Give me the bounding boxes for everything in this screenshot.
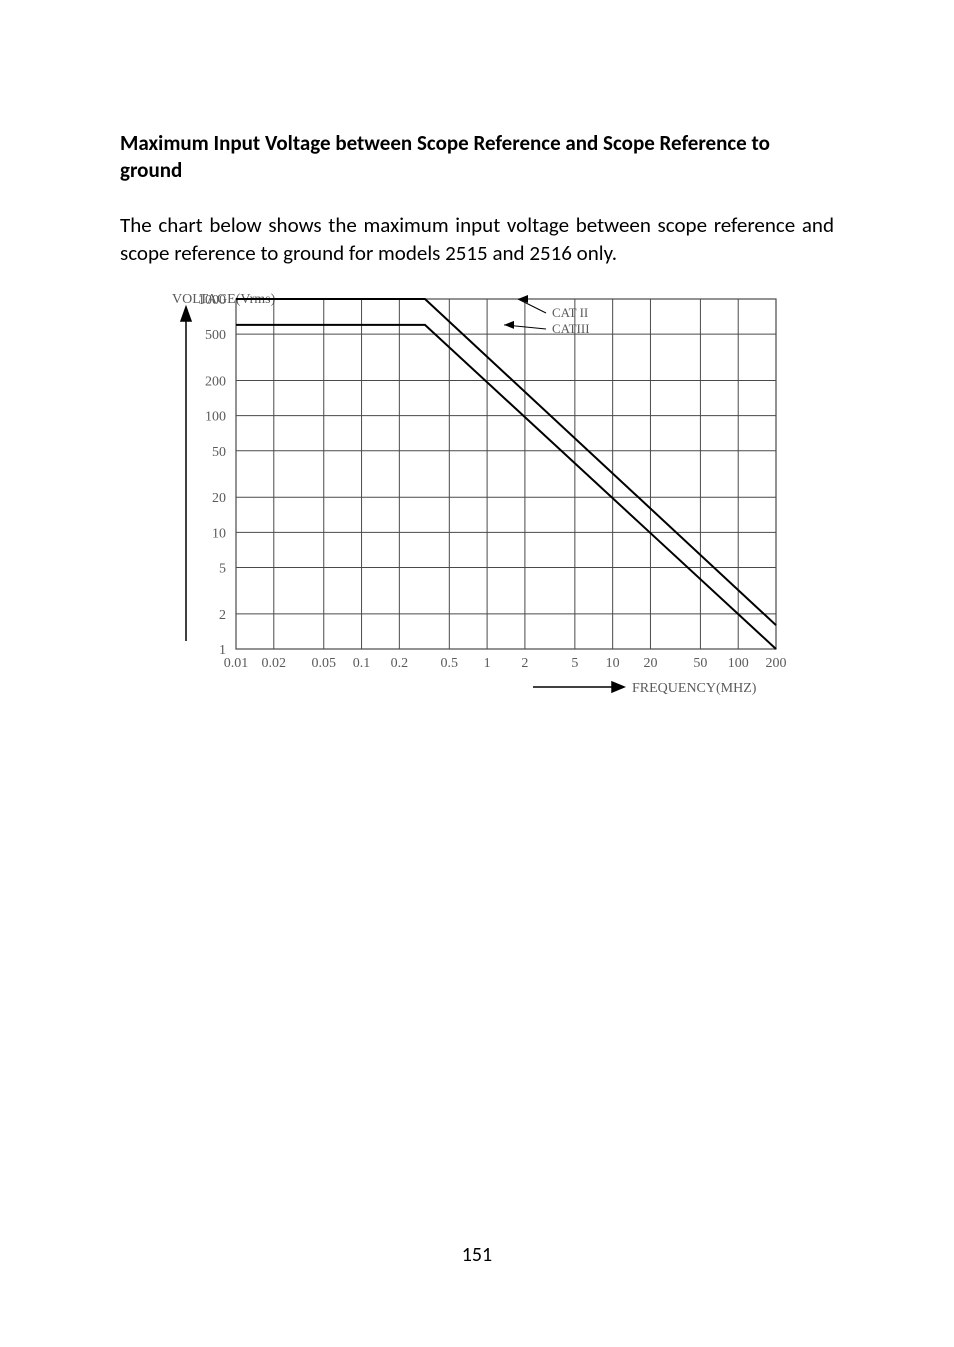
- y-tick-label: 500: [205, 328, 226, 343]
- x-tick-label: 10: [606, 656, 620, 671]
- y-tick-label: 100: [205, 410, 226, 425]
- x-tick-label: 0.1: [353, 656, 371, 671]
- x-tick-label: 200: [766, 656, 787, 671]
- y-tick-label: 10: [212, 527, 226, 542]
- y-tick-label: 5: [219, 562, 226, 577]
- x-tick-label: 5: [571, 656, 578, 671]
- y-tick-label: 2: [219, 608, 226, 623]
- y-tick-label: 1: [219, 643, 226, 658]
- x-tick-label: 0.2: [391, 656, 409, 671]
- legend-arrow-cat3: [504, 321, 514, 329]
- x-axis-arrow-head: [612, 682, 624, 692]
- legend-cat3: CATIII: [552, 321, 590, 336]
- x-axis-title: FREQUENCY(MHZ): [632, 681, 757, 696]
- x-tick-label: 0.05: [312, 656, 337, 671]
- y-tick-label: 20: [212, 491, 226, 506]
- page-number: 151: [0, 1243, 954, 1267]
- x-tick-label: 0.5: [441, 656, 459, 671]
- legend-leader-cat2: [518, 299, 546, 313]
- x-tick-label: 0.02: [262, 656, 287, 671]
- section-heading: Maximum Input Voltage between Scope Refe…: [120, 130, 834, 185]
- series-CAT II: [236, 299, 776, 625]
- y-axis-arrow-head: [181, 307, 191, 321]
- y-tick-label: 200: [205, 375, 226, 390]
- x-tick-label: 2: [521, 656, 528, 671]
- common-mode-chart: MAX.COMMON MODEVOLTAGE(Vrms)0.010.020.05…: [140, 291, 834, 726]
- section-body: The chart below shows the maximum input …: [120, 211, 834, 268]
- y-tick-label: 1000: [198, 293, 226, 308]
- x-tick-label: 100: [728, 656, 749, 671]
- plot-border: [236, 299, 776, 649]
- x-tick-label: 50: [693, 656, 707, 671]
- legend-cat2: CAT II: [552, 305, 588, 320]
- y-tick-label: 50: [212, 445, 226, 460]
- x-tick-label: 1: [484, 656, 491, 671]
- x-tick-label: 0.01: [224, 656, 249, 671]
- chart-svg: MAX.COMMON MODEVOLTAGE(Vrms)0.010.020.05…: [140, 291, 830, 721]
- x-tick-label: 20: [643, 656, 657, 671]
